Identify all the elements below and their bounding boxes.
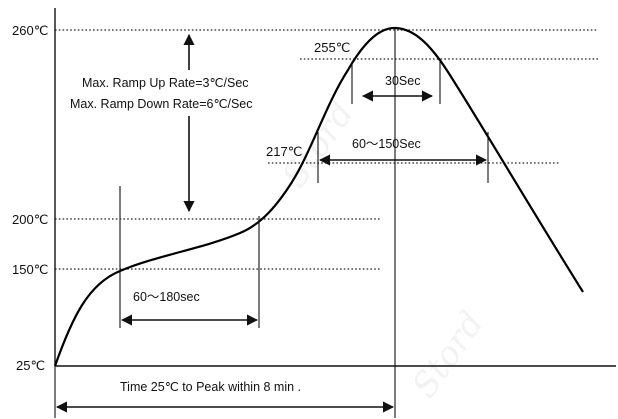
temperature-profile-curve <box>53 26 584 367</box>
watermark: Stord <box>405 304 493 405</box>
label-200: 200℃ <box>12 212 48 227</box>
preheat-window-label: 60～180sec <box>133 290 200 304</box>
liquidus-window-label: 60～150Sec <box>352 137 421 151</box>
label-260: 260℃ <box>12 23 48 38</box>
time-to-peak-label: Time 25℃ to Peak within 8 min . <box>120 380 301 394</box>
label-255: 255℃ <box>314 40 350 55</box>
ramp-up-rate-text: Max. Ramp Up Rate=3℃/Sec <box>82 76 249 90</box>
ramp-down-rate-text: Max. Ramp Down Rate=6℃/Sec <box>70 97 253 111</box>
label-25: 25℃ <box>16 358 45 373</box>
peak-window-label: 30Sec <box>385 74 420 88</box>
label-150: 150℃ <box>12 262 48 277</box>
label-217: 217℃ <box>266 144 302 159</box>
